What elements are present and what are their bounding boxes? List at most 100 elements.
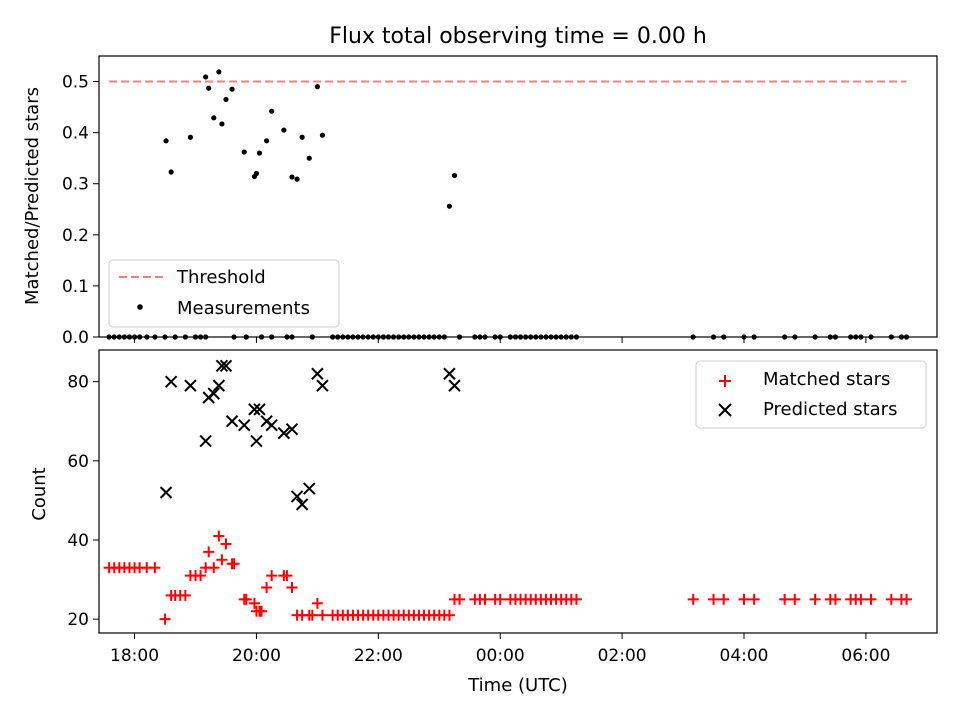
matched-star-point [266, 570, 278, 582]
measurement-point [281, 127, 287, 133]
zero-measurement-point [898, 334, 905, 340]
zero-measurement-point [380, 334, 387, 340]
zero-measurement-point [477, 334, 483, 340]
zero-measurement-point [309, 334, 315, 340]
zero-measurement-point [903, 334, 910, 340]
matched-star-point [248, 597, 260, 609]
zero-measurement-point [144, 334, 150, 340]
zero-measurement-point [868, 334, 874, 340]
top-y-tick-label: 0.0 [62, 328, 89, 348]
zero-measurement-point [492, 334, 498, 340]
measurement-point [451, 172, 458, 179]
zero-measurement-point [197, 334, 204, 340]
predicted-star-point [199, 434, 212, 448]
zero-measurement-point [390, 334, 397, 340]
bottom-y-tick-label: 20 [67, 610, 89, 630]
predicted-star-point [248, 403, 261, 416]
zero-measurement-point [751, 334, 757, 340]
matched-star-point [228, 558, 240, 570]
predicted-star-point [277, 426, 291, 440]
measurement-point [294, 176, 300, 182]
measurement-point [216, 69, 222, 75]
bottom-x-tick-label: 22:00 [354, 646, 403, 666]
zero-measurement-point [426, 334, 432, 340]
matched-star-point [281, 570, 293, 582]
zero-measurement-point [340, 334, 346, 340]
zero-measurement-point [121, 334, 127, 340]
matched-star-point [479, 593, 491, 605]
zero-measurement-point [401, 334, 407, 340]
matched-star-point [256, 605, 268, 617]
matched-star-point [809, 593, 821, 605]
x-axis-label: Time (UTC) [467, 675, 568, 696]
zero-measurement-point [203, 334, 209, 340]
zero-measurement-point [106, 334, 112, 340]
matched-legend-marker [719, 375, 731, 387]
zero-measurement-point [335, 334, 341, 340]
matched-star-point [149, 562, 161, 574]
zero-measurement-point [152, 334, 158, 340]
zero-measurement-point [231, 334, 237, 340]
zero-measurement-point [172, 334, 178, 340]
top-y-tick-label: 0.4 [62, 124, 89, 144]
measurements-legend-marker [137, 304, 143, 310]
predicted-star-point [250, 434, 263, 448]
zero-measurement-point [431, 334, 437, 340]
matched-star-point [195, 570, 207, 582]
bottom-x-tick-label: 02:00 [598, 646, 647, 666]
predicted-star-point [265, 418, 278, 432]
bottom-plot-frame [98, 349, 938, 634]
predicted-star-point [448, 379, 461, 392]
zero-measurement-point [137, 334, 143, 340]
predicted-legend-marker [718, 403, 732, 417]
top-y-tick-label: 0.3 [62, 175, 89, 195]
zero-measurement-point [162, 334, 168, 340]
zero-measurement-point [782, 334, 788, 340]
bottom-x-tick-label: 18:00 [110, 646, 159, 666]
zero-measurement-point [497, 334, 503, 340]
zero-measurement-point [345, 334, 351, 340]
predicted-star-point [253, 403, 266, 416]
predicted-star-point [238, 418, 251, 432]
zero-measurement-point [563, 334, 569, 340]
zero-measurement-point [289, 334, 295, 340]
predicted-star-point [303, 482, 316, 495]
predicted-star-point [225, 415, 239, 428]
zero-measurement-point [360, 334, 366, 340]
zero-measurement-point [385, 334, 392, 340]
zero-measurement-point [792, 334, 798, 340]
matched-star-point [316, 609, 328, 621]
matched-star-point [208, 562, 220, 574]
predicted-star-point [443, 367, 456, 380]
bottom-y-tick-label: 40 [67, 531, 89, 551]
zero-measurement-point [330, 334, 336, 340]
predicted-star-point [290, 490, 304, 503]
predicted-legend-label: Predicted stars [763, 399, 897, 420]
predicted-star-point [215, 359, 229, 373]
zero-measurement-point [553, 334, 559, 340]
zero-measurement-point [421, 334, 427, 340]
top-y-axis-label: Matched/Predicted stars [22, 87, 43, 305]
measurement-point [168, 169, 174, 175]
top-y-tick-label: 0.1 [62, 277, 89, 297]
threshold-legend-label: Threshold [176, 267, 266, 288]
measurement-point [299, 134, 305, 140]
zero-measurement-point [482, 334, 488, 340]
matched-star-point [738, 593, 750, 605]
zero-measurement-point [192, 334, 199, 340]
zero-measurement-point [523, 334, 529, 340]
predicted-star-point [207, 387, 220, 400]
top-y-tick-label: 0.2 [62, 226, 89, 246]
matched-star-point [865, 593, 877, 605]
measurement-point [306, 155, 312, 161]
predicted-star-point [164, 375, 178, 388]
predicted-star-point [311, 367, 324, 380]
zero-measurement-point [568, 334, 574, 340]
matched-star-point [708, 593, 720, 605]
zero-measurement-point [528, 334, 534, 340]
matched-star-point [220, 538, 232, 550]
zero-measurement-point [243, 334, 249, 340]
matched-star-point [789, 593, 801, 605]
zero-measurement-point [406, 334, 412, 340]
top-legend: Threshold Measurements [108, 259, 340, 328]
